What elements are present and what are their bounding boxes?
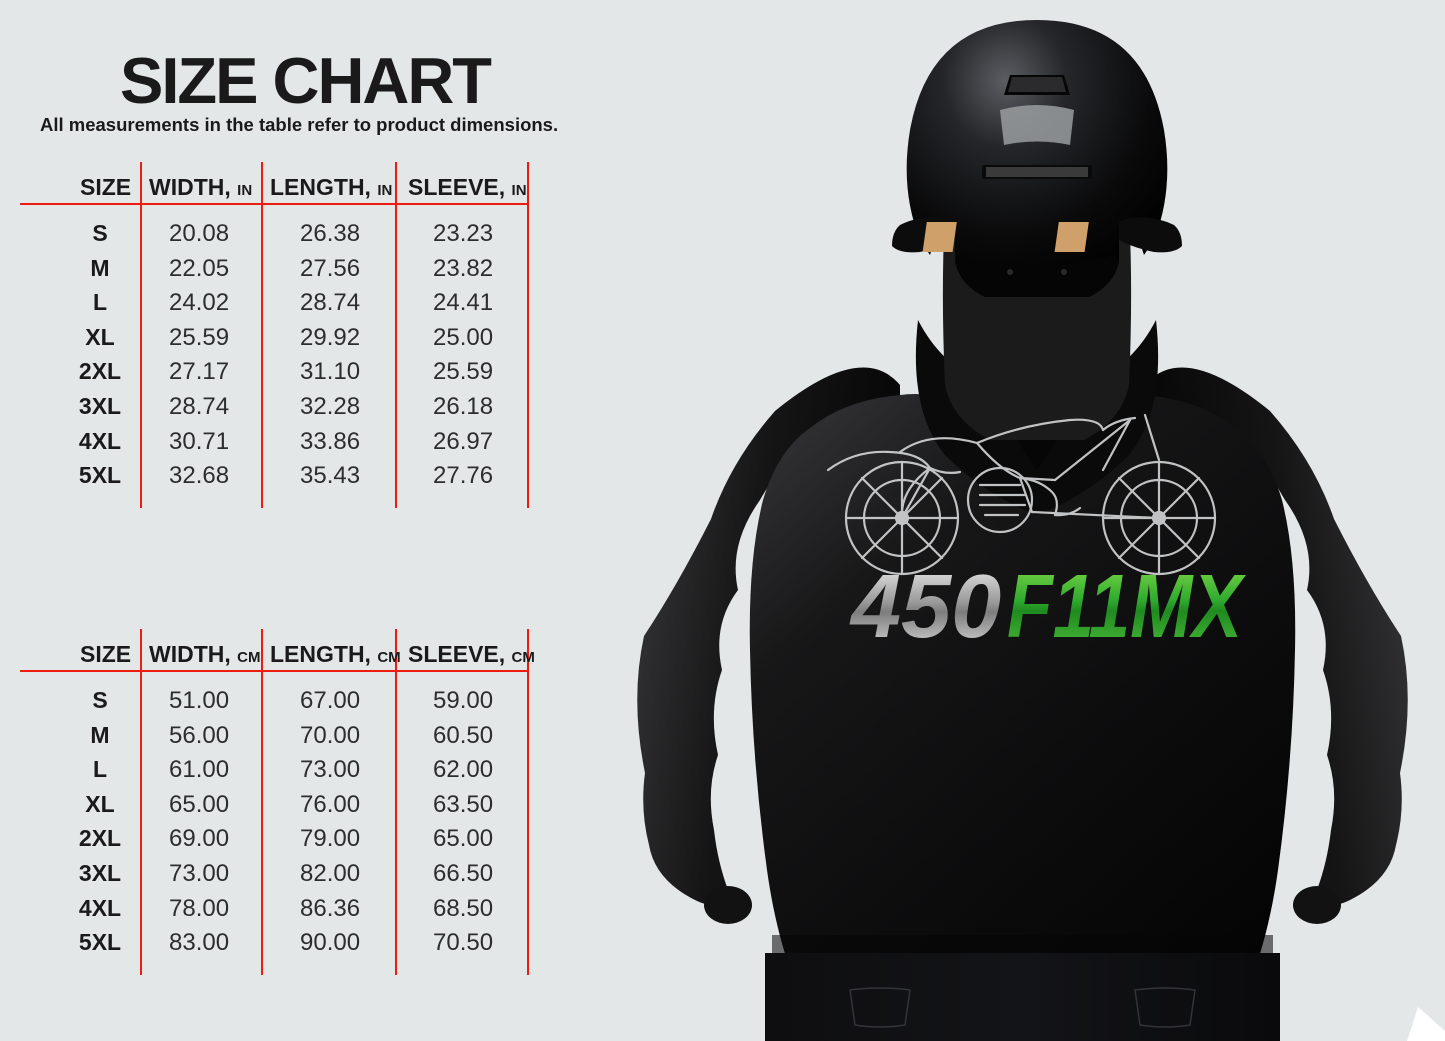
svg-text:450: 450 (849, 557, 1001, 657)
svg-text:F11MX: F11MX (1007, 555, 1247, 656)
